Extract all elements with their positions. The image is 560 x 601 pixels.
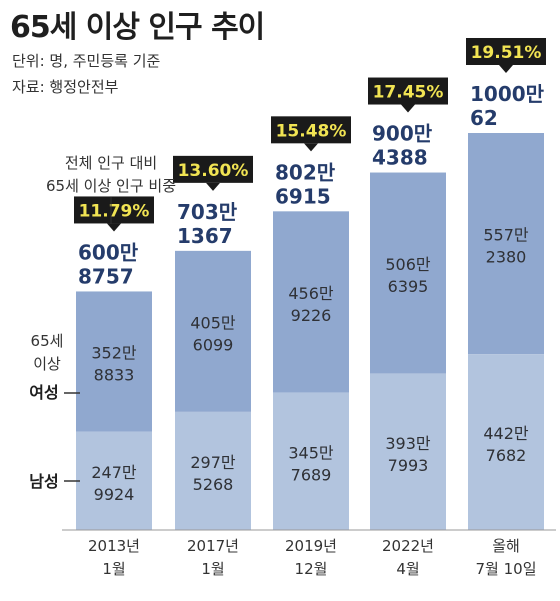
male-value-label: 247만 — [91, 463, 137, 482]
male-value-label: 7993 — [388, 456, 429, 475]
bar-female — [76, 291, 152, 432]
female-value-label: 6395 — [388, 277, 429, 296]
bar-male — [468, 354, 544, 530]
total-label: 62 — [470, 106, 498, 130]
ratio-label: 15.48% — [276, 121, 347, 141]
x-tick-label: 1월 — [102, 560, 125, 578]
male-value-label: 5268 — [193, 475, 234, 494]
male-value-label: 393만 — [385, 434, 431, 453]
ratio-annotation-text: 65세 이상 인구 비중 — [46, 177, 176, 195]
unit-note: 단위: 명, 주민등록 기준 — [12, 52, 161, 70]
ratio-badge — [466, 37, 546, 65]
female-value-label: 2380 — [486, 248, 527, 267]
female-value-label: 456만 — [288, 284, 334, 303]
male-value-label: 7689 — [291, 465, 332, 484]
female-value-label: 8833 — [94, 365, 135, 384]
x-tick-label: 2022년 — [382, 537, 434, 555]
total-label: 703만 — [177, 200, 238, 224]
total-label: 600만 — [78, 240, 139, 264]
female-value-label: 9226 — [291, 306, 332, 325]
chart-title: 65세 이상 인구 추이 — [10, 10, 265, 45]
x-tick-label: 1월 — [201, 560, 224, 578]
x-tick-label: 4월 — [396, 560, 419, 578]
bar-male — [76, 431, 152, 530]
legend-male-label: 남성 — [29, 472, 58, 491]
ratio-label: 19.51% — [471, 43, 542, 63]
ratio-badge-pointer — [304, 143, 318, 152]
legend-label: 이상 — [33, 355, 61, 373]
x-tick-label: 2013년 — [88, 537, 140, 555]
total-label: 802만 — [275, 160, 336, 184]
x-tick-label: 2019년 — [285, 537, 337, 555]
ratio-badge — [271, 116, 351, 144]
legend-label: 65세 — [31, 332, 64, 350]
total-label: 4388 — [372, 146, 428, 170]
total-label: 8757 — [78, 264, 134, 288]
ratio-badge-pointer — [107, 223, 121, 232]
x-tick-label: 12월 — [295, 560, 328, 578]
bar-male — [370, 373, 446, 530]
female-value-label: 352만 — [91, 343, 137, 362]
x-tick-label: 2017년 — [187, 537, 239, 555]
bar-male — [273, 392, 349, 530]
legend-female-label: 여성 — [29, 383, 58, 402]
total-label: 6915 — [275, 184, 331, 208]
ratio-label: 11.79% — [79, 201, 150, 221]
x-tick-label: 올해 — [492, 537, 520, 555]
ratio-annotation-text: 전체 인구 대비 — [65, 154, 157, 172]
female-value-label: 557만 — [483, 226, 529, 245]
ratio-badge-pointer — [499, 64, 513, 73]
total-label: 900만 — [372, 122, 433, 146]
ratio-badge — [173, 155, 253, 183]
bar-female — [468, 132, 544, 355]
bar-male — [175, 411, 251, 530]
male-value-label: 442만 — [483, 424, 529, 443]
female-value-label: 506만 — [385, 255, 431, 274]
bar-female — [175, 250, 251, 412]
ratio-badge — [74, 196, 154, 224]
ratio-label: 17.45% — [373, 83, 444, 103]
female-value-label: 405만 — [190, 313, 236, 332]
bar-female — [370, 172, 446, 374]
ratio-badge — [368, 77, 448, 105]
male-value-label: 297만 — [190, 453, 236, 472]
ratio-label: 13.60% — [178, 161, 249, 181]
source-note: 자료: 행정안전부 — [12, 78, 119, 96]
ratio-badge-pointer — [401, 104, 415, 113]
male-value-label: 345만 — [288, 443, 334, 462]
x-tick-label: 7월 10일 — [476, 560, 537, 578]
ratio-badge-pointer — [206, 182, 220, 191]
total-label: 1000만 — [470, 82, 545, 106]
total-label: 1367 — [177, 224, 233, 248]
male-value-label: 7682 — [486, 446, 527, 465]
male-value-label: 9924 — [94, 485, 135, 504]
bar-female — [273, 211, 349, 393]
female-value-label: 6099 — [193, 335, 234, 354]
